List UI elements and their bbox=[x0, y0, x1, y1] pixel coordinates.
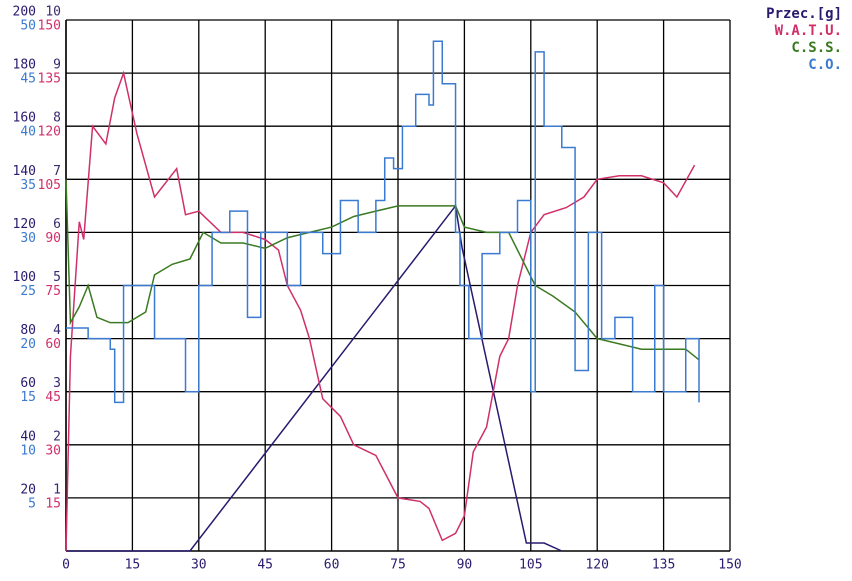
legend-entry: C.O. bbox=[808, 57, 842, 73]
y-tick-label: 6 bbox=[53, 217, 61, 232]
y-tick-label: 50 bbox=[20, 19, 36, 34]
x-tick-label: 0 bbox=[62, 558, 70, 573]
y-tick-label: 15 bbox=[20, 390, 36, 405]
y-tick-label: 20 bbox=[20, 482, 36, 497]
y-tick-label: 5 bbox=[28, 496, 36, 511]
y-tick-label: 200 bbox=[13, 5, 36, 20]
x-tick-label: 75 bbox=[390, 558, 406, 573]
x-tick-label: 150 bbox=[718, 558, 741, 573]
y-tick-label: 20 bbox=[20, 337, 36, 352]
x-tick-label: 120 bbox=[585, 558, 608, 573]
y-tick-label: 10 bbox=[45, 5, 61, 20]
y-tick-label: 3 bbox=[53, 376, 61, 391]
y-tick-label: 30 bbox=[45, 443, 61, 458]
y-tick-label: 140 bbox=[13, 164, 36, 179]
y-tick-label: 5 bbox=[53, 270, 61, 285]
y-tick-label: 4 bbox=[53, 323, 61, 338]
y-tick-label: 15 bbox=[45, 496, 61, 511]
series-line bbox=[66, 204, 563, 552]
y-tick-label: 10 bbox=[20, 443, 36, 458]
y-tick-label: 60 bbox=[45, 337, 61, 352]
y-tick-label: 7 bbox=[53, 164, 61, 179]
x-tick-label: 30 bbox=[191, 558, 207, 573]
x-tick-label: 105 bbox=[519, 558, 542, 573]
y-tick-label: 60 bbox=[20, 376, 36, 391]
legend-entry: W.A.T.U. bbox=[775, 23, 842, 39]
y-tick-label: 35 bbox=[20, 178, 36, 193]
legend-entry: Przec.[g] bbox=[766, 6, 842, 22]
y-tick-label: 80 bbox=[20, 323, 36, 338]
y-tick-label: 2 bbox=[53, 429, 61, 444]
y-tick-label: 120 bbox=[13, 217, 36, 232]
legend-entry: C.S.S. bbox=[791, 40, 842, 56]
x-tick-label: 135 bbox=[652, 558, 675, 573]
x-tick-label: 15 bbox=[125, 558, 141, 573]
x-tick-label: 45 bbox=[257, 558, 273, 573]
y-tick-label: 100 bbox=[13, 270, 36, 285]
y-tick-label: 40 bbox=[20, 125, 36, 140]
y-tick-label: 40 bbox=[20, 429, 36, 444]
y-tick-label: 45 bbox=[20, 72, 36, 87]
y-tick-label: 105 bbox=[38, 178, 61, 193]
y-tick-label: 90 bbox=[45, 231, 61, 246]
y-tick-label: 8 bbox=[53, 111, 61, 126]
y-tick-label: 135 bbox=[38, 72, 61, 87]
y-tick-label: 120 bbox=[38, 125, 61, 140]
y-tick-label: 45 bbox=[45, 390, 61, 405]
series-line bbox=[66, 40, 700, 404]
y-tick-label: 160 bbox=[13, 111, 36, 126]
y-tick-label: 30 bbox=[20, 231, 36, 246]
x-tick-label: 60 bbox=[324, 558, 340, 573]
y-tick-label: 75 bbox=[45, 284, 61, 299]
y-tick-label: 150 bbox=[38, 19, 61, 34]
y-tick-label: 1 bbox=[53, 482, 61, 497]
series-line bbox=[65, 70, 696, 552]
y-tick-label: 180 bbox=[13, 58, 36, 73]
y-tick-label: 25 bbox=[20, 284, 36, 299]
y-tick-label: 9 bbox=[53, 58, 61, 73]
x-tick-label: 90 bbox=[457, 558, 473, 573]
